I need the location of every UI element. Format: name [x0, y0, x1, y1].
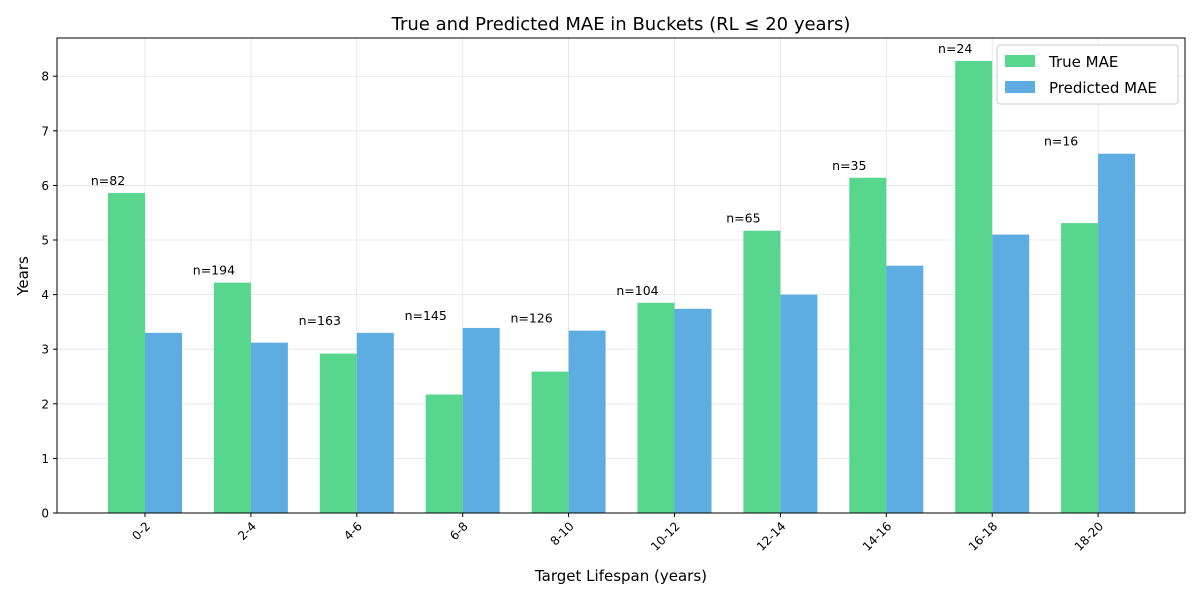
x-tick-label: 16-18: [966, 519, 1001, 554]
count-label: n=24: [938, 41, 972, 56]
x-axis-label: Target Lifespan (years): [534, 567, 707, 585]
bar-true-mae-14-16: [849, 177, 887, 513]
count-label: n=126: [510, 311, 552, 326]
count-label: n=104: [616, 283, 658, 298]
bar-predicted-mae-12-14: [780, 294, 818, 513]
x-tick-label: 4-6: [341, 519, 365, 543]
x-tick-label: 6-8: [447, 519, 471, 543]
bar-predicted-mae-14-16: [886, 265, 924, 513]
plot-frame: [56, 37, 1186, 514]
bar-true-mae-2-4: [213, 282, 251, 513]
y-tick-label: 3: [41, 343, 49, 357]
y-tick-label: 5: [41, 234, 49, 248]
bar-predicted-mae-6-8: [462, 327, 500, 513]
bar-true-mae-10-12: [637, 302, 675, 513]
bar-true-mae-16-18: [955, 60, 993, 514]
y-tick-label: 8: [41, 70, 49, 84]
legend: True MAE Predicted MAE: [996, 44, 1179, 105]
count-label: n=16: [1044, 134, 1078, 149]
y-tick-label: 0: [41, 507, 49, 521]
count-label: n=65: [726, 211, 760, 226]
bar-true-mae-8-10: [531, 371, 569, 513]
bar-predicted-mae-10-12: [674, 308, 712, 513]
legend-swatch-predicted-mae: [1005, 81, 1035, 93]
bar-predicted-mae-8-10: [568, 330, 606, 513]
bar-predicted-mae-16-18: [992, 234, 1030, 513]
bar-true-mae-0-2: [108, 193, 145, 513]
y-tick-label: 1: [41, 452, 49, 466]
x-tick-label: 10-12: [648, 519, 683, 554]
x-tick-label: 2-4: [235, 519, 259, 543]
bar-true-mae-18-20: [1061, 223, 1099, 513]
bar-true-mae-12-14: [743, 230, 781, 513]
count-labels: n=82 n=194 n=163 n=145 n=126 n=104 n=65 n=35 n=2…: [91, 41, 1078, 328]
bar-predicted-mae-0-2: [145, 332, 182, 513]
bar-true-mae-6-8: [425, 394, 463, 513]
y-tick-label: 6: [41, 179, 49, 193]
x-tick-label: 18-20: [1072, 519, 1107, 554]
bars: [108, 60, 1136, 514]
count-label: n=145: [405, 308, 447, 323]
bar-predicted-mae-18-20: [1098, 153, 1136, 513]
bar-predicted-mae-4-6: [356, 332, 394, 513]
y-tick-label: 2: [41, 397, 49, 411]
bar-true-mae-4-6: [319, 353, 357, 513]
count-label: n=163: [299, 313, 341, 328]
x-tick-label: 14-16: [860, 519, 895, 554]
count-label: n=82: [91, 173, 125, 188]
x-tick-label: 8-10: [548, 519, 577, 548]
legend-swatch-true-mae: [1005, 55, 1035, 67]
legend-label-predicted-mae: Predicted MAE: [1049, 79, 1157, 97]
x-tick-label: 12-14: [754, 519, 789, 554]
y-tick-label: 7: [41, 124, 49, 138]
count-label: n=35: [832, 158, 866, 173]
count-label: n=194: [193, 263, 235, 278]
chart-title: True and Predicted MAE in Buckets (RL ≤ …: [391, 14, 851, 35]
bar-predicted-mae-2-4: [250, 342, 288, 513]
y-axis-label: Years: [14, 256, 32, 297]
legend-box: [996, 44, 1179, 105]
y-tick-label: 4: [41, 288, 49, 302]
x-tick-label: 0-2: [129, 519, 153, 543]
legend-label-true-mae: True MAE: [1048, 53, 1118, 71]
